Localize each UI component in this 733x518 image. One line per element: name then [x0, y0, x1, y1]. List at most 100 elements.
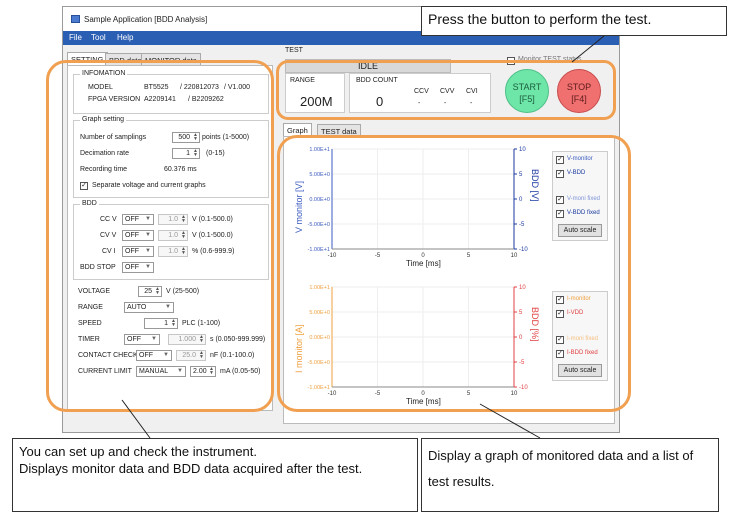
auto-scale-button[interactable]: Auto scale — [558, 224, 602, 237]
fpga-label: FPGA VERSION — [88, 96, 141, 103]
current-xlabel: Time [ms] — [406, 397, 441, 406]
current-limit-label: CURRENT LIMIT — [78, 368, 132, 375]
voltage-y-tick-label: 1.00E+1 — [309, 147, 330, 153]
voltage-y2-tick-label: -5 — [519, 222, 525, 228]
cvi-count-label: CVI — [466, 88, 478, 95]
legend-checkbox-i-moni-fixed[interactable]: ✓ — [556, 336, 564, 344]
start-button[interactable]: START [F5] — [505, 69, 549, 113]
current-x-tick-label: 0 — [421, 391, 425, 397]
stop-button-key: [F4] — [571, 94, 587, 104]
legend-v-monitor: V-monitor — [567, 156, 593, 162]
legend-i-moni-fixed: I-moni fixed — [567, 336, 599, 342]
cvv-unit: V (0.1-500.0) — [192, 232, 233, 239]
ccv-count-label: CCV — [414, 88, 429, 95]
current-y-tick-label: -1.00E+1 — [308, 385, 330, 391]
cvv-count-label: CVV — [440, 88, 455, 95]
contact-check-input[interactable]: 25.0 ▲ ▼ — [176, 350, 206, 361]
speed-input[interactable]: 1 ▲ ▼ — [144, 318, 178, 329]
voltage-chart-svg: -10 -5 0 5 10 1.00E+1 10 5.00E+0 5 0.00E+0 0 -5.00E… — [308, 147, 529, 259]
legend-checkbox-i-bdd-fixed[interactable]: ✓ — [556, 350, 564, 358]
legend-checkbox-v-bdd[interactable]: ✓ — [556, 170, 564, 178]
menu-tool[interactable]: Tool — [91, 33, 106, 42]
information-header: INFOMATION — [80, 70, 128, 77]
cvv-label: CV V — [100, 232, 117, 239]
range-label: RANGE — [78, 304, 103, 311]
timer-mode-select[interactable]: OFF ▼ — [124, 334, 160, 345]
current-x-tick-label: -10 — [328, 391, 337, 397]
bdd-header: BDD — [80, 200, 99, 207]
chevron-down-icon: ▼ — [151, 336, 157, 342]
tab-test-data[interactable]: TEST data — [317, 124, 361, 137]
legend-checkbox-v-bdd-fixed[interactable]: ✓ — [556, 210, 564, 218]
menu-file[interactable]: File — [69, 33, 82, 42]
bdd-count-value: 0 — [376, 94, 384, 109]
current-y2-tick-label: 0 — [519, 335, 523, 341]
setting-highlight — [46, 60, 274, 412]
app-icon — [71, 15, 80, 23]
legend-checkbox-v-moni-fixed[interactable]: ✓ — [556, 196, 564, 204]
separate-graphs-checkbox[interactable]: ✓ — [80, 182, 88, 190]
legend-v-bdd-fixed: V-BDD fixed — [567, 210, 600, 216]
cvi-unit: % (0.6-999.9) — [192, 248, 235, 255]
contact-check-label: CONTACT CHECK — [78, 352, 138, 359]
tab-graph[interactable]: Graph — [283, 123, 312, 137]
voltage-x-tick-label: 5 — [467, 253, 471, 259]
ccv-count-value: - — [418, 100, 421, 107]
model-serial: / 220812073 — [180, 84, 219, 91]
voltage-y-tick-label: -1.00E+1 — [308, 247, 330, 253]
voltage-x-tick-label: -5 — [375, 253, 381, 259]
cvv-value-input[interactable]: 1.0 ▲ ▼ — [158, 230, 188, 241]
fpga-value2: / B2209262 — [188, 96, 224, 103]
samplings-input[interactable]: 500 ▲ ▼ — [172, 132, 200, 143]
current-limit-range: mA (0.05-50) — [220, 368, 261, 375]
voltage-y2-tick-label: 10 — [519, 147, 526, 153]
chevron-down-icon: ▼ — [145, 248, 151, 254]
graph-highlight — [277, 135, 631, 412]
current-y2-tick-label: -10 — [519, 385, 528, 391]
bdd-count-display: BDD COUNT 0 CCV CVV CVI - - - — [349, 73, 491, 113]
stop-button[interactable]: STOP [F4] — [557, 69, 601, 113]
current-y2-tick-label: 5 — [519, 310, 523, 316]
legend-checkbox-i-monitor[interactable]: ✓ — [556, 296, 564, 304]
legend-i-monitor: I-monitor — [567, 296, 591, 302]
voltage-input[interactable]: 25 ▲ ▼ — [138, 286, 162, 297]
recording-label: Recording time — [80, 166, 128, 173]
voltage-range: V (25-500) — [166, 288, 200, 295]
voltage-xlabel: Time [ms] — [406, 259, 441, 268]
decimation-input[interactable]: 1 ▲ ▼ — [172, 148, 200, 159]
legend-checkbox-v-monitor[interactable]: ✓ — [556, 156, 564, 164]
graph-setting-group — [73, 120, 269, 198]
legend-i-bdd-fixed: I-BDD fixed — [567, 350, 598, 356]
bdd-stop-select[interactable]: OFF ▼ — [122, 262, 154, 273]
test-highlight — [276, 60, 616, 120]
current-limit-input[interactable]: 2.00 ▲ ▼ — [190, 366, 216, 377]
legend-i-vdd: I-VDD — [567, 310, 584, 316]
cvv-mode-select[interactable]: OFF ▼ — [122, 230, 154, 241]
cvi-mode-select[interactable]: OFF ▼ — [122, 246, 154, 257]
speed-label: SPEED — [78, 320, 102, 327]
separate-graphs-label: Separate voltage and current graphs — [92, 182, 206, 189]
cvv-count-value: - — [444, 100, 447, 107]
range-select[interactable]: AUTO ▼ — [124, 302, 174, 313]
current-legend: ✓ I-monitor ✓ I-VDD ✓ I-moni fixed ✓ I-B… — [552, 291, 608, 381]
chevron-down-icon: ▼ — [165, 304, 171, 310]
contact-check-select[interactable]: OFF ▼ — [136, 350, 172, 361]
callout-line-right — [479, 403, 541, 439]
decimation-range: (0-15) — [206, 150, 225, 157]
legend-checkbox-i-vdd[interactable]: ✓ — [556, 310, 564, 318]
menu-help[interactable]: Help — [117, 33, 134, 42]
cvi-value-input[interactable]: 1.0 ▲ ▼ — [158, 246, 188, 257]
ccv-unit: V (0.1-500.0) — [192, 216, 233, 223]
ccv-mode-select[interactable]: OFF ▼ — [122, 214, 154, 225]
test-header: TEST — [285, 47, 303, 54]
timer-value-input[interactable]: 1.000 ▲ ▼ — [168, 334, 206, 345]
auto-scale-button[interactable]: Auto scale — [558, 364, 602, 377]
ccv-value-input[interactable]: 1.0 ▲ ▼ — [158, 214, 188, 225]
information-group — [73, 74, 269, 114]
chevron-down-icon: ▼ — [145, 232, 151, 238]
voltage-label: VOLTAGE — [78, 288, 111, 295]
samplings-label: Number of samplings — [80, 134, 147, 141]
current-limit-select[interactable]: MANUAL ▼ — [136, 366, 186, 377]
range-display-label: RANGE — [290, 77, 315, 84]
start-button-key: [F5] — [519, 94, 535, 104]
